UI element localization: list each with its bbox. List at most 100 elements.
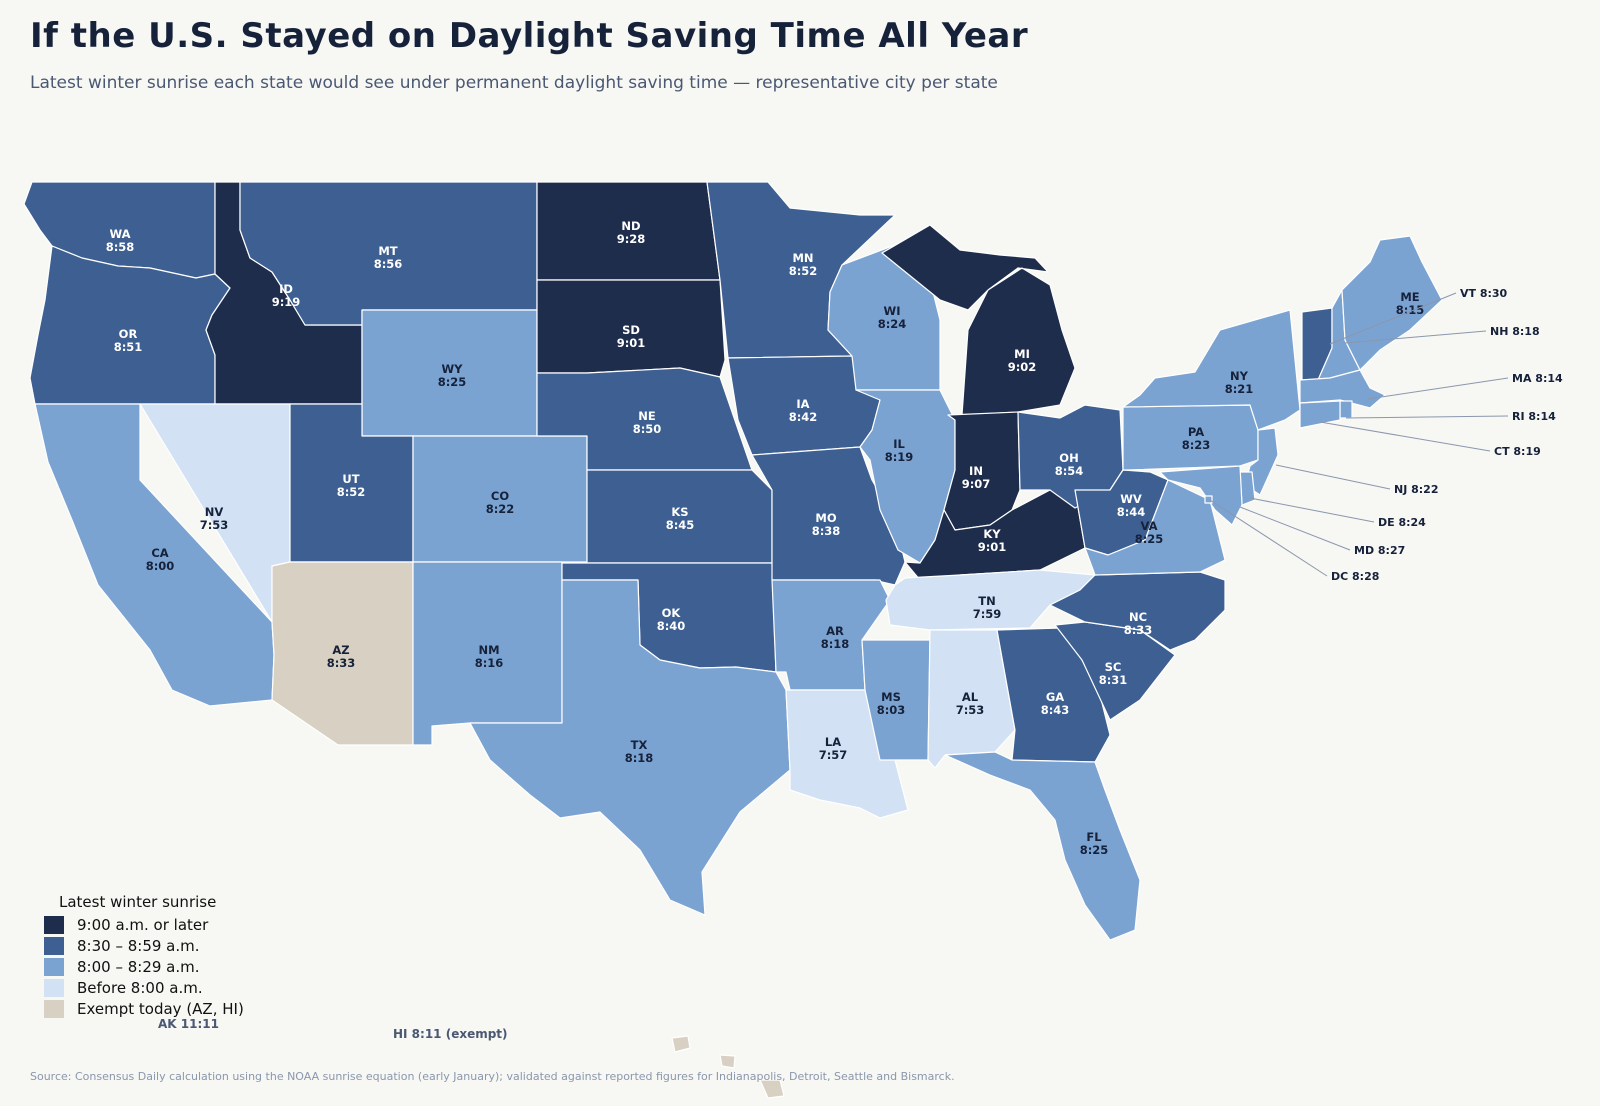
state-time-wi: 8:24 [878,317,907,331]
state-time-ne: 8:50 [633,422,662,436]
state-label-sd: SD [622,323,640,337]
state-label-id: ID [279,282,293,296]
state-label-ms: MS [881,690,901,704]
state-ny [1122,309,1301,431]
legend-item-0: 9:00 a.m. or later [44,914,244,935]
hawaii-note: HI 8:11 (exempt) [393,1027,508,1041]
callout-label-nj: NJ 8:22 [1394,483,1439,496]
state-me [1341,235,1443,371]
state-time-ms: 8:03 [877,703,906,717]
state-hi-island [719,1054,736,1069]
legend-swatch-0 [44,915,64,934]
callout-label-dc: DC 8:28 [1331,570,1379,583]
callout-label-de: DE 8:24 [1378,516,1426,529]
legend-label-3: Before 8:00 a.m. [77,978,203,997]
state-wi [827,244,941,391]
legend-swatch-4 [44,999,64,1018]
state-nc [1049,571,1226,651]
state-time-ny: 8:21 [1225,382,1254,396]
page-title: If the U.S. Stayed on Daylight Saving Ti… [30,16,1029,56]
state-label-va: VA [1140,519,1157,533]
callout-line-md [1239,506,1351,551]
state-time-wa: 8:58 [106,240,135,254]
state-time-al: 7:53 [956,703,985,717]
state-time-me: 8:15 [1396,303,1425,317]
state-time-oh: 8:54 [1055,464,1084,478]
state-fl [944,751,1141,941]
legend-label-2: 8:00 – 8:29 a.m. [77,957,200,976]
state-label-ut: UT [342,472,359,486]
state-time-wv: 8:44 [1117,505,1146,519]
state-label-ky: KY [983,527,1001,541]
state-label-wa: WA [109,227,130,241]
state-time-in: 9:07 [962,477,991,491]
legend-title: Latest winter sunrise [59,893,217,911]
state-time-az: 8:33 [327,656,356,670]
callout-label-md: MD 8:27 [1354,544,1405,557]
callout-line-de [1249,497,1375,523]
state-hi-island [759,1079,785,1099]
state-time-nm: 8:16 [475,656,504,670]
state-label-pa: PA [1188,425,1204,439]
source-note: Source: Consensus Daily calculation usin… [30,1070,955,1083]
legend-swatch-1 [44,936,64,955]
state-label-ny: NY [1230,369,1249,383]
state-label-la: LA [825,735,841,749]
state-time-ia: 8:42 [789,410,818,424]
state-time-ca: 8:00 [146,559,175,573]
state-label-wv: WV [1120,492,1142,506]
state-label-ks: KS [671,505,688,519]
state-time-mi: 9:02 [1008,360,1037,374]
state-time-nd: 9:28 [617,232,646,246]
alaska-note: AK 11:11 [158,1017,219,1031]
callout-label-ma: MA 8:14 [1512,372,1563,385]
state-hi-island [671,1035,691,1053]
state-label-nm: NM [478,643,499,657]
state-time-or: 8:51 [114,340,143,354]
legend-label-4: Exempt today (AZ, HI) [77,999,244,1018]
state-ms [861,639,931,761]
state-label-mo: MO [815,511,836,525]
state-time-co: 8:22 [486,502,515,516]
state-time-mo: 8:38 [812,524,841,538]
state-time-sd: 9:01 [617,336,646,350]
state-label-al: AL [962,690,979,704]
legend-item-4: Exempt today (AZ, HI) [44,998,244,1019]
state-time-nc: 8:33 [1124,623,1153,637]
state-time-va: 8:25 [1135,532,1164,546]
state-time-ok: 8:40 [657,619,686,633]
legend-label-1: 8:30 – 8:59 a.m. [77,936,200,955]
state-ct [1299,400,1341,429]
callout-line-dc [1209,499,1328,577]
callout-line-nj [1275,464,1391,490]
state-label-co: CO [491,489,509,503]
state-label-mn: MN [792,251,813,265]
state-md [1159,465,1243,526]
callout-label-ct: CT 8:19 [1494,445,1541,458]
state-time-la: 7:57 [819,748,848,762]
state-time-il: 8:19 [885,450,914,464]
callout-line-ct [1319,421,1491,452]
state-time-ar: 8:18 [821,637,850,651]
state-label-il: IL [893,437,905,451]
legend-label-0: 9:00 a.m. or later [77,915,209,934]
state-label-mi: MI [1014,347,1030,361]
state-label-tn: TN [978,594,995,608]
state-label-nc: NC [1129,610,1147,624]
page-subtitle: Latest winter sunrise each state would s… [30,73,998,93]
state-time-ks: 8:45 [666,518,695,532]
state-label-mt: MT [378,244,397,258]
callout-line-ma [1367,377,1509,400]
callout-line-nh [1344,330,1487,344]
state-time-ut: 8:52 [337,485,366,499]
state-label-in: IN [969,464,983,478]
state-label-ne: NE [638,409,656,423]
state-time-mn: 8:52 [789,264,818,278]
state-label-wy: WY [441,362,463,376]
state-label-wi: WI [884,304,901,318]
state-label-fl: FL [1086,830,1102,844]
state-mi [881,224,1076,416]
state-time-wy: 8:25 [438,375,467,389]
state-time-ky: 9:01 [978,540,1007,554]
